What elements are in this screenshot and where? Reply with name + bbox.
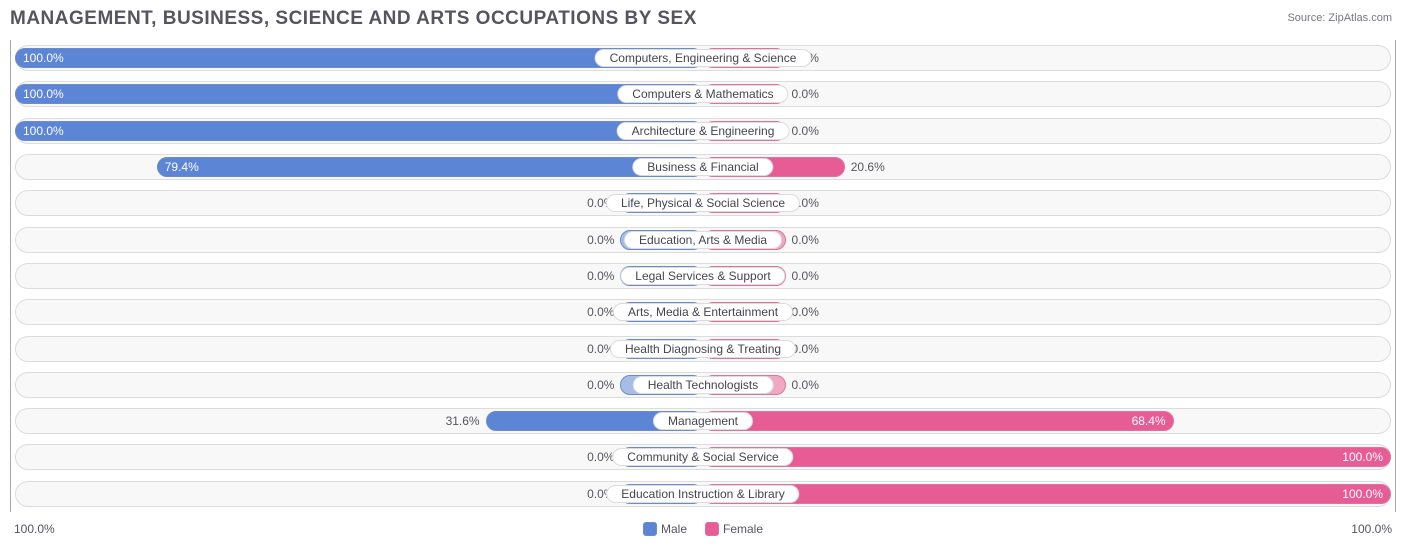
male-value-label: 100.0% (23, 124, 64, 138)
female-value-label: 0.0% (792, 233, 819, 247)
category-label: Business & Financial (632, 158, 773, 176)
category-label: Architecture & Engineering (617, 122, 790, 140)
female-value-label: 20.6% (851, 160, 885, 174)
category-label: Education Instruction & Library (606, 485, 799, 503)
legend-female-label: Female (723, 522, 763, 536)
female-value-label: 0.0% (792, 378, 819, 392)
chart-row: 0.0% 0.0%Arts, Media & Entertainment (11, 294, 1395, 330)
male-value-label: 0.0% (587, 450, 614, 464)
chart-row: 0.0% 0.0% Health Technologists (11, 367, 1395, 403)
female-value-label: 0.0% (792, 305, 819, 319)
female-value-label: 0.0% (792, 124, 819, 138)
male-value-label: 79.4% (165, 160, 199, 174)
chart-row: 0.0%0.0%Life, Physical & Social Science (11, 185, 1395, 221)
legend-male: Male (643, 522, 687, 537)
category-label: Education, Arts & Media (624, 231, 782, 249)
legend-male-label: Male (661, 522, 687, 536)
category-label: Computers, Engineering & Science (595, 49, 812, 67)
legend: Male Female (643, 522, 763, 537)
chart-row: 0.0% 0.0% Education, Arts & Media (11, 221, 1395, 257)
category-label: Life, Physical & Social Science (606, 194, 800, 212)
female-bar (703, 411, 1174, 431)
male-bar (15, 84, 703, 104)
male-value-label: 0.0% (587, 378, 614, 392)
chart-row: 100.0% 0.0% Computers & Mathematics (11, 76, 1395, 112)
category-label: Management (653, 412, 753, 430)
male-value-label: 31.6% (446, 414, 480, 428)
category-label: Legal Services & Support (620, 267, 785, 285)
category-label: Arts, Media & Entertainment (613, 303, 793, 321)
male-swatch (643, 522, 657, 536)
chart-row: 31.6% 68.4% Management (11, 403, 1395, 439)
legend-female: Female (705, 522, 763, 537)
category-label: Health Technologists (633, 376, 774, 394)
female-value-label: 100.0% (1342, 487, 1383, 501)
chart-area: 100.0% 0.0% Computers, Engineering & Scien… (10, 40, 1396, 512)
axis-right-label: 100.0% (1351, 522, 1392, 536)
chart-row: 0.0%0.0%Health Diagnosing & Treating (11, 330, 1395, 366)
female-value-label: 100.0% (1342, 450, 1383, 464)
chart-row: 79.4% 20.6% Business & Financial (11, 149, 1395, 185)
chart-row: 0.0%100.0%Education Instruction & Librar… (11, 476, 1395, 512)
male-value-label: 100.0% (23, 87, 64, 101)
female-swatch (705, 522, 719, 536)
male-value-label: 0.0% (587, 233, 614, 247)
axis-left-label: 100.0% (14, 522, 55, 536)
category-label: Health Diagnosing & Treating (610, 340, 796, 358)
chart-row: 0.0% 0.0% Legal Services & Support (11, 258, 1395, 294)
category-label: Computers & Mathematics (617, 85, 788, 103)
male-value-label: 0.0% (587, 305, 614, 319)
chart-row: 100.0%0.0%Computers, Engineering & Scien… (11, 40, 1395, 76)
female-value-label: 0.0% (792, 87, 819, 101)
female-value-label: 68.4% (1132, 414, 1166, 428)
male-bar (15, 121, 703, 141)
male-bar (157, 157, 703, 177)
source-attribution: Source: ZipAtlas.com (1287, 12, 1392, 24)
male-value-label: 0.0% (587, 269, 614, 283)
category-label: Community & Social Service (612, 448, 793, 466)
female-bar (703, 484, 1391, 504)
male-value-label: 100.0% (23, 51, 64, 65)
chart-title: MANAGEMENT, BUSINESS, SCIENCE AND ARTS O… (10, 8, 697, 30)
female-bar (703, 447, 1391, 467)
chart-row: 100.0% 0.0%Architecture & Engineering (11, 113, 1395, 149)
chart-row: 0.0% 100.0% Community & Social Service (11, 439, 1395, 475)
chart-footer: 100.0% Male Female 100.0% (10, 514, 1396, 544)
female-value-label: 0.0% (792, 269, 819, 283)
